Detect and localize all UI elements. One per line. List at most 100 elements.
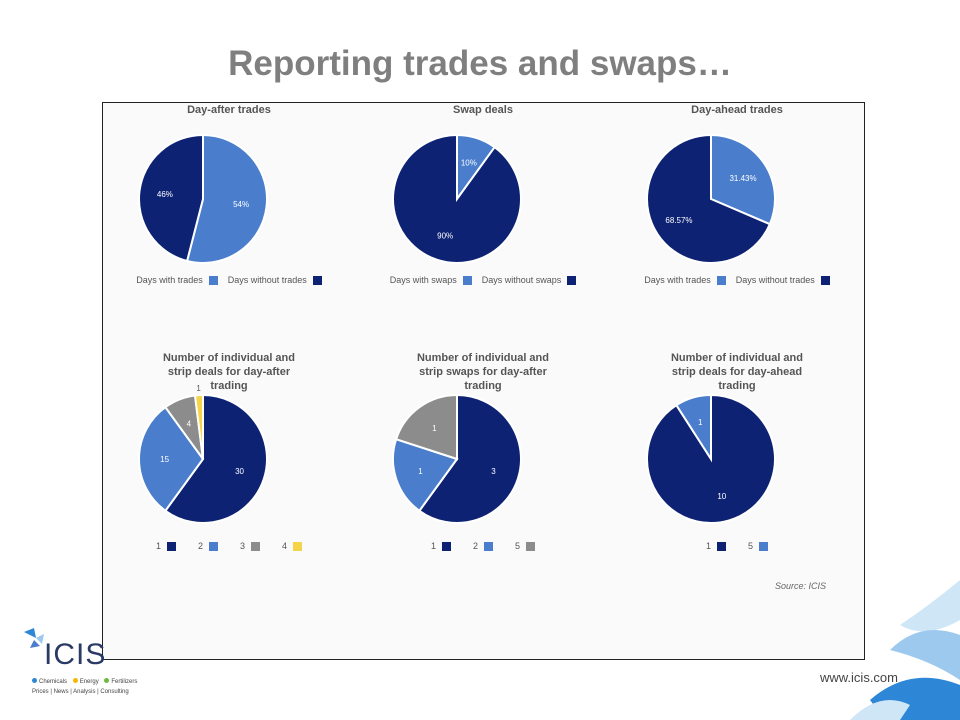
legend-label: 1 — [155, 541, 161, 551]
chart-title: Number of individual and strip deals for… — [162, 352, 295, 392]
pie-svg: 10 1 — [646, 393, 776, 524]
legend-item: 2 — [473, 541, 493, 551]
data-label: 1 — [418, 467, 423, 476]
legend-label: Days without swaps — [481, 275, 562, 285]
legend-item: 1 — [431, 541, 451, 551]
legend-swatch — [208, 275, 218, 285]
legend-label: Days with swaps — [389, 275, 457, 285]
data-label: 90% — [437, 232, 453, 241]
legend-item: 4 — [282, 541, 303, 551]
legend-item: Days with trades — [136, 275, 218, 285]
chart-legend: Days with swaps Days without swaps — [357, 275, 609, 285]
legend-label: Days with trades — [136, 275, 203, 285]
legend-swatch — [293, 541, 303, 551]
legend-label: 2 — [472, 541, 478, 551]
pie-slice-days-without-swaps — [392, 133, 522, 264]
pie-slice-days-with-trades — [710, 133, 776, 226]
data-label: 4 — [187, 419, 192, 428]
legend-swatch — [820, 275, 830, 285]
legend-item: 3 — [240, 541, 261, 551]
legend-item: 2 — [198, 541, 218, 551]
sector-energy: Energy — [79, 679, 99, 685]
data-label: 31.43% — [729, 174, 756, 183]
legend-item: Days without trades — [736, 275, 830, 285]
data-label: 15 — [160, 455, 169, 464]
pie-svg: 30 15 4 1 — [138, 384, 268, 524]
data-label: 10% — [461, 158, 477, 167]
pie-svg: 3 1 1 — [392, 393, 522, 524]
source-note: Source: ICIS — [774, 581, 826, 591]
pie-slice-1 — [417, 393, 522, 524]
logo-mark-icon — [24, 628, 44, 648]
data-label: 1 — [698, 418, 703, 427]
chart-panel: Day-after trades 54% 46% Days with trades Da… — [102, 102, 865, 660]
chart-legend: Days with trades Days without trades — [611, 275, 863, 285]
legend-item: Days with swaps — [390, 275, 472, 285]
pie-svg: 31.43% 68.57% — [646, 133, 776, 264]
legend-label: 1 — [430, 541, 436, 551]
energy-dot-icon — [72, 678, 78, 683]
pie-svg: 10% 90% — [392, 133, 522, 264]
legend-swatch — [526, 541, 536, 551]
legend-swatch — [251, 541, 261, 551]
pie-slice-5 — [675, 393, 712, 463]
website-url: www.icis.com — [819, 670, 898, 685]
legend-swatch — [717, 541, 726, 551]
data-label: 1 — [196, 384, 201, 393]
data-label: 46% — [157, 190, 173, 199]
logo-text: ICIS — [44, 638, 107, 671]
data-label: 10 — [717, 492, 726, 501]
logo-tagline: Prices | News | Analysis | Consulting — [32, 689, 129, 695]
pie-slice-5 — [394, 393, 458, 461]
legend-item: Days without swaps — [482, 275, 577, 285]
chart-title: Number of individual and strip deals for… — [670, 352, 803, 392]
sector-fertilizers: Fertilizers — [111, 679, 138, 685]
chart-swap-deals: Swap deals 10% 90% Days with swaps Days with… — [357, 103, 609, 343]
legend-swatch — [166, 541, 176, 551]
icis-logo: ICIS Chemicals Energy Fertilizers Prices… — [22, 620, 162, 710]
pie-slice-days-without-trades — [138, 133, 204, 263]
pie-slice-days-without-trades — [646, 133, 772, 264]
legend-label: Days without trades — [735, 275, 815, 285]
logo-sectors: Chemicals Energy Fertilizers — [32, 678, 137, 685]
legend-item: 5 — [748, 541, 769, 551]
chart-title: Swap deals — [453, 104, 513, 116]
legend-label: Days with trades — [644, 275, 711, 285]
pie-slice-1 — [163, 393, 268, 524]
corner-decoration-icon — [850, 580, 960, 720]
sector-chemicals: Chemicals — [39, 679, 68, 685]
chart-legend: Days with trades Days without trades — [103, 275, 355, 285]
legend-swatch — [484, 541, 493, 551]
legend-swatch — [716, 275, 726, 285]
data-label: 1 — [432, 424, 437, 433]
chart-deals-day-ahead: Number of individual and strip deals for… — [611, 351, 863, 591]
legend-swatch — [567, 275, 577, 285]
legend-item: 1 — [156, 541, 176, 551]
data-label: 68.57% — [665, 216, 692, 225]
data-label: 3 — [491, 467, 496, 476]
chart-deals-day-after: Number of individual and strip deals for… — [103, 351, 355, 591]
slide-title: Reporting trades and swaps… — [228, 44, 732, 83]
legend-label: 1 — [705, 541, 711, 551]
legend-swatch — [209, 541, 218, 551]
chart-legend: 1 2 5 — [357, 541, 609, 551]
pie-svg: 54% 46% — [138, 133, 268, 264]
chart-title: Day-after trades — [187, 104, 271, 116]
pie-slice-2 — [392, 437, 459, 513]
chart-title: Number of individual and strip swaps for… — [416, 352, 549, 392]
chart-swaps-day-after: Number of individual and strip swaps for… — [357, 351, 609, 591]
chart-legend: 1 2 3 4 — [103, 541, 355, 551]
legend-label: 5 — [515, 541, 521, 551]
legend-swatch — [759, 541, 769, 551]
chart-title: Day-ahead trades — [691, 104, 783, 116]
legend-label: 5 — [748, 541, 754, 551]
data-label: 54% — [233, 200, 249, 209]
legend-item: 1 — [706, 541, 726, 551]
chart-day-ahead-trades: Day-ahead trades 31.43% 68.57% Days with tr… — [611, 103, 863, 343]
pie-slice-days-with-trades — [185, 133, 268, 264]
pie-slice-4 — [193, 393, 204, 460]
legend-swatch — [441, 541, 451, 551]
legend-item: 5 — [515, 541, 536, 551]
legend-label: 2 — [197, 541, 203, 551]
legend-swatch — [312, 275, 322, 285]
